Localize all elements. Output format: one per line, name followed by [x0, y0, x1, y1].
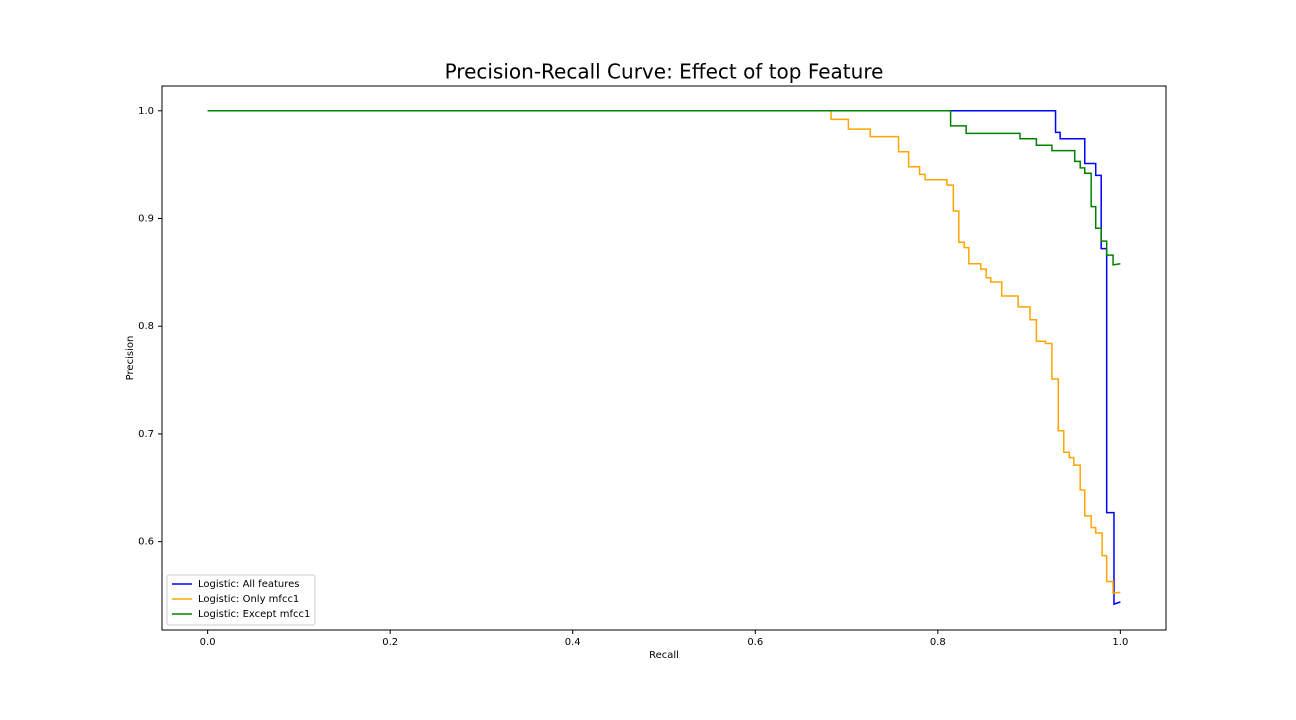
plot-frame	[161, 85, 1167, 631]
series-line	[207, 110, 1121, 606]
legend-label: Logistic: Except mfcc1	[198, 609, 310, 620]
y-tick-label: 0.9	[138, 213, 154, 224]
x-tick-label: 1.0	[1112, 637, 1128, 648]
y-tick-label: 0.6	[138, 537, 154, 548]
legend-box	[166, 574, 316, 626]
chart-title: Precision-Recall Curve: Effect of top Fe…	[445, 60, 884, 84]
x-tick-label: 0.0	[200, 637, 216, 648]
y-axis-label: Precision	[125, 336, 136, 381]
y-tick-label: 1.0	[138, 106, 154, 117]
legend-label: Logistic: All features	[198, 579, 299, 590]
x-axis-label: Recall	[649, 650, 679, 661]
y-tick-label: 0.7	[138, 429, 154, 440]
legend-label: Logistic: Only mfcc1	[198, 594, 299, 605]
series-line	[207, 110, 1121, 266]
x-tick-label: 0.6	[747, 637, 763, 648]
y-tick-label: 0.8	[138, 321, 154, 332]
x-tick-label: 0.4	[565, 637, 581, 648]
x-tick-label: 0.2	[382, 637, 398, 648]
series-line	[207, 110, 1121, 595]
x-tick-label: 0.8	[930, 637, 946, 648]
